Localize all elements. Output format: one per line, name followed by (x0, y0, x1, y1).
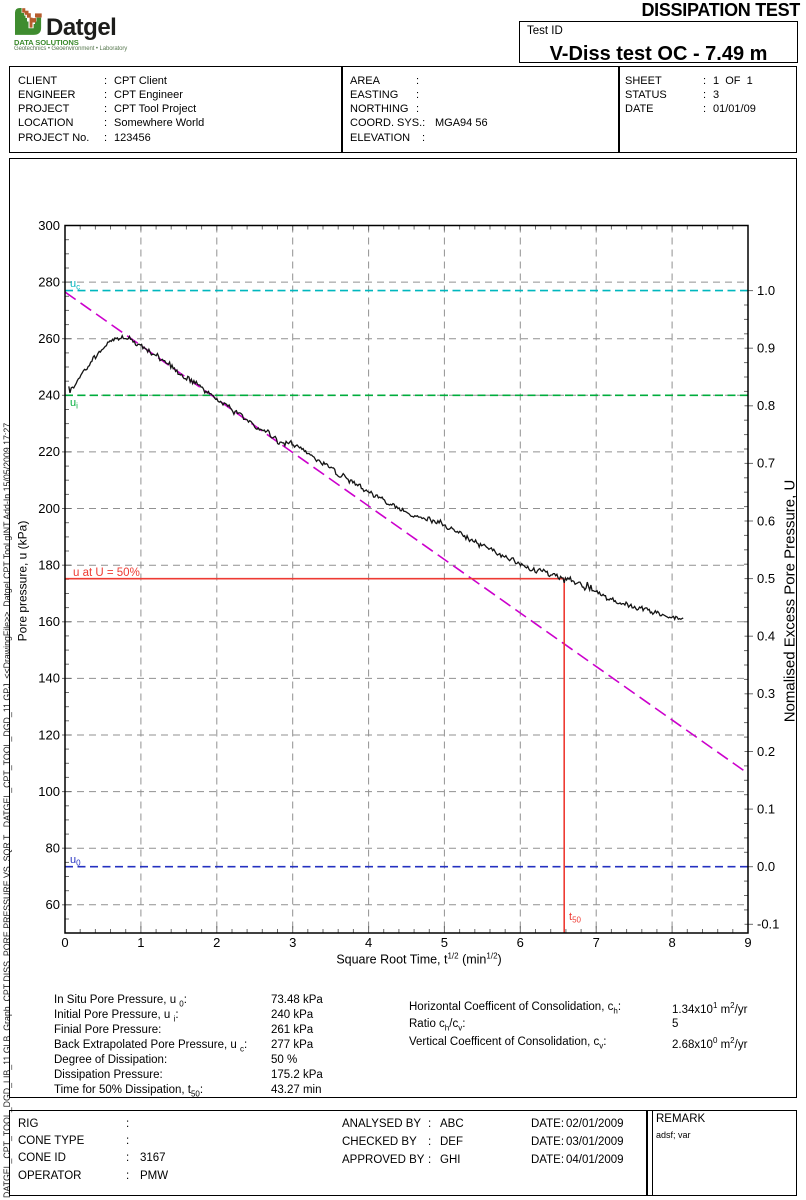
svg-text:280: 280 (38, 274, 60, 289)
svg-text:200: 200 (38, 501, 60, 516)
svg-text:160: 160 (38, 614, 60, 629)
svg-text:u at U = 50%: u at U = 50% (73, 567, 140, 579)
svg-text:300: 300 (38, 218, 60, 233)
svg-text:4: 4 (365, 935, 372, 950)
svg-text:Pore pressure, u (kPa): Pore pressure, u (kPa) (16, 521, 30, 642)
svg-text:Nomalised Excess Pore Pressure: Nomalised Excess Pore Pressure, U (782, 480, 799, 723)
svg-text:7: 7 (593, 935, 600, 950)
svg-text:100: 100 (38, 784, 60, 799)
svg-text:uc: uc (70, 278, 80, 292)
svg-text:1.0: 1.0 (757, 283, 775, 298)
svg-text:0.5: 0.5 (757, 571, 775, 586)
svg-text:0.1: 0.1 (757, 801, 775, 816)
svg-text:ui: ui (70, 397, 78, 411)
svg-text:220: 220 (38, 444, 60, 459)
svg-text:0.2: 0.2 (757, 744, 775, 759)
svg-text:120: 120 (38, 727, 60, 742)
svg-text:-0.1: -0.1 (757, 917, 779, 932)
svg-text:0.4: 0.4 (757, 629, 775, 644)
svg-text:0.9: 0.9 (757, 341, 775, 356)
svg-text:80: 80 (46, 841, 60, 856)
svg-text:240: 240 (38, 388, 60, 403)
svg-text:0.3: 0.3 (757, 686, 775, 701)
svg-text:0.6: 0.6 (757, 513, 775, 528)
svg-text:60: 60 (46, 897, 60, 912)
svg-text:140: 140 (38, 671, 60, 686)
svg-text:t50: t50 (569, 911, 582, 925)
svg-text:5: 5 (441, 935, 448, 950)
svg-text:0.7: 0.7 (757, 456, 775, 471)
svg-text:u0: u0 (70, 854, 81, 868)
svg-text:0: 0 (61, 935, 68, 950)
svg-text:2: 2 (213, 935, 220, 950)
svg-text:6: 6 (517, 935, 524, 950)
svg-text:180: 180 (38, 558, 60, 573)
svg-text:9: 9 (744, 935, 751, 950)
svg-text:3: 3 (289, 935, 296, 950)
svg-text:0.8: 0.8 (757, 398, 775, 413)
svg-text:Square Root Time, t1/2 (min1/2: Square Root Time, t1/2 (min1/2) (336, 952, 501, 967)
svg-text:8: 8 (668, 935, 675, 950)
svg-text:1: 1 (137, 935, 144, 950)
svg-text:0.0: 0.0 (757, 859, 775, 874)
svg-text:260: 260 (38, 331, 60, 346)
